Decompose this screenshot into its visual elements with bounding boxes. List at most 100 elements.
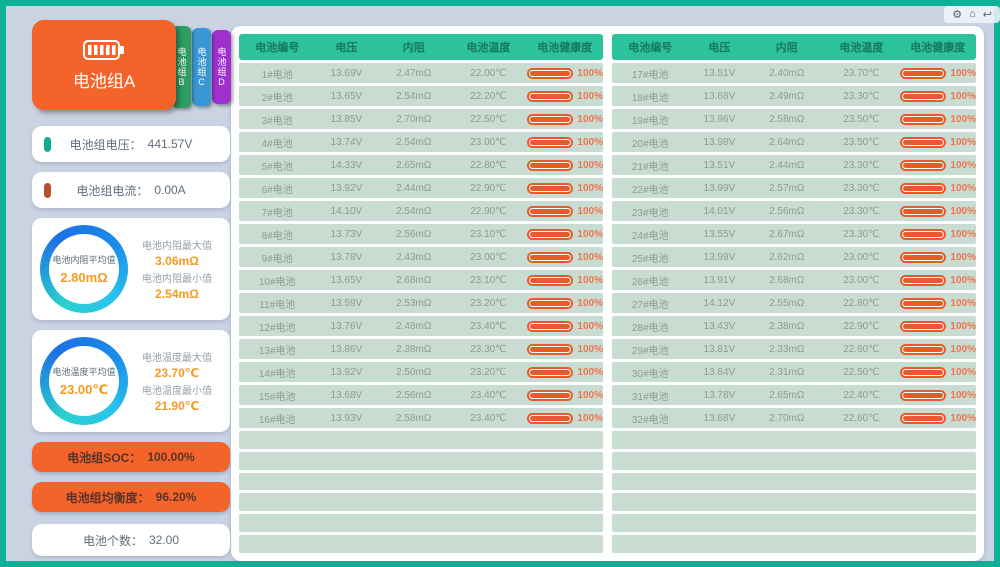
- table-row: 23#电池 14.01V 2.56mΩ 23.30℃ 100%: [612, 201, 976, 221]
- table-cell: 13.74V: [330, 136, 363, 148]
- table-cell: 14.33V: [330, 159, 363, 171]
- table-cell: 12#电池: [258, 322, 296, 334]
- health-cell: 100%: [526, 67, 603, 79]
- table-cell: 2.68mΩ: [396, 274, 432, 286]
- tab-battery-group-b[interactable]: 电池组B: [172, 26, 191, 108]
- table-cell: 2.70mΩ: [769, 412, 805, 424]
- health-bar-icon: [526, 182, 574, 194]
- table-cell: 13.68V: [703, 90, 736, 102]
- table-cell: 2.68mΩ: [769, 274, 805, 286]
- table-cell: 2.40mΩ: [769, 67, 805, 79]
- table-body: 17#电池 13.51V 2.40mΩ 23.70℃ 100% 18#电池 13.68V 2.…: [612, 60, 976, 553]
- health-bar-icon: [526, 389, 574, 401]
- table-cell: 2.55mΩ: [769, 297, 805, 309]
- table-cell: 13.65V: [330, 90, 363, 102]
- resistance-gauge: 电池内阻平均值 2.80mΩ: [40, 225, 128, 313]
- health-bar-icon: [899, 412, 947, 424]
- health-percent: 100%: [950, 228, 976, 240]
- table-cell: 13.78V: [703, 389, 736, 401]
- health-percent: 100%: [950, 366, 976, 378]
- table-cell: 14.10V: [330, 205, 363, 217]
- main-area: 电池编号 电压 内阻 电池温度 电池健康度 1#电池 13.69V 2.47mΩ 22.00℃…: [218, 6, 994, 561]
- health-cell: 100%: [526, 389, 603, 401]
- table-cell: 22.00℃: [470, 67, 507, 79]
- table-row: 18#电池 13.68V 2.49mΩ 23.30℃ 100%: [612, 86, 976, 106]
- pack-voltage-label: 电池组电压：: [69, 137, 142, 152]
- table-cell: 16#电池: [258, 414, 296, 426]
- soc-value: 100.00%: [147, 450, 195, 464]
- table-cell: 23.30℃: [470, 343, 507, 355]
- health-cell: 100%: [899, 412, 976, 424]
- table-cell: 2.65mΩ: [769, 389, 805, 401]
- table-row: 10#电池 13.65V 2.68mΩ 23.10℃ 100%: [239, 270, 603, 290]
- table-cell: 18#电池: [631, 92, 669, 104]
- table-cell: 23.00℃: [470, 136, 507, 148]
- empty-row: [612, 493, 976, 512]
- health-cell: 100%: [526, 182, 603, 194]
- health-percent: 100%: [577, 274, 603, 286]
- health-percent: 100%: [577, 159, 603, 171]
- table-row: 12#电池 13.76V 2.48mΩ 23.40℃ 100%: [239, 316, 603, 336]
- table-cell: 11#电池: [259, 299, 296, 311]
- health-bar-icon: [526, 113, 574, 125]
- table-cell: 23.20℃: [470, 297, 507, 309]
- table-cell: 13.86V: [330, 343, 363, 355]
- gauge-ring-icon: [40, 337, 128, 425]
- health-percent: 100%: [950, 113, 976, 125]
- table-row: 30#电池 13.84V 2.31mΩ 22.50℃ 100%: [612, 362, 976, 382]
- health-percent: 100%: [950, 182, 976, 194]
- health-percent: 100%: [577, 67, 603, 79]
- health-cell: 100%: [899, 182, 976, 194]
- health-bar-icon: [899, 366, 947, 378]
- table-cell: 22.20℃: [470, 90, 507, 102]
- health-percent: 100%: [577, 251, 603, 263]
- column-header: 电池编号: [628, 42, 673, 54]
- table-row: 14#电池 13.92V 2.50mΩ 23.20℃ 100%: [239, 362, 603, 382]
- table-cell: 22.60℃: [843, 412, 880, 424]
- health-percent: 100%: [577, 366, 603, 378]
- table-cell: 2.62mΩ: [769, 251, 805, 263]
- table-cell: 14.12V: [703, 297, 736, 309]
- table-row: 17#电池 13.51V 2.40mΩ 23.70℃ 100%: [612, 63, 976, 83]
- home-icon[interactable]: ⌂: [969, 8, 976, 20]
- balance-value: 96.20%: [155, 490, 197, 504]
- table-cell: 13.84V: [703, 366, 736, 378]
- table-cell: 1#电池: [261, 69, 293, 81]
- table-cell: 24#电池: [631, 230, 669, 242]
- table-row: 9#电池 13.78V 2.43mΩ 23.00℃ 100%: [239, 247, 603, 267]
- table-cell: 13.68V: [330, 389, 363, 401]
- battery-table-right: 电池编号 电压 内阻 电池温度 电池健康度 17#电池 13.51V 2.40mΩ 23.70…: [612, 34, 976, 553]
- table-cell: 17#电池: [631, 69, 669, 81]
- health-bar-icon: [526, 67, 574, 79]
- health-percent: 100%: [950, 67, 976, 79]
- gear-icon[interactable]: ⚙: [952, 9, 963, 21]
- table-cell: 2.58mΩ: [396, 412, 432, 424]
- table-cell: 19#电池: [631, 115, 669, 127]
- undo-icon[interactable]: ↩: [982, 9, 992, 21]
- empty-row: [239, 535, 603, 553]
- table-cell: 13.76V: [330, 320, 363, 332]
- table-cell: 13.73V: [330, 228, 363, 240]
- table-cell: 31#电池: [631, 391, 669, 403]
- health-bar-icon: [899, 297, 947, 309]
- table-row: 31#电池 13.78V 2.65mΩ 22.40℃ 100%: [612, 385, 976, 405]
- health-bar-icon: [899, 274, 947, 286]
- health-cell: 100%: [526, 412, 603, 424]
- tab-battery-group-a[interactable]: 电池组A: [32, 20, 176, 110]
- table-cell: 7#电池: [261, 207, 293, 219]
- health-cell: 100%: [899, 228, 976, 240]
- table-cell: 23.00℃: [470, 251, 507, 263]
- table-cell: 2.64mΩ: [769, 136, 805, 148]
- empty-row: [612, 514, 976, 533]
- resistance-avg-value: 2.80mΩ: [60, 270, 108, 285]
- table-cell: 2.31mΩ: [769, 366, 805, 378]
- table-row: 22#电池 13.99V 2.57mΩ 23.30℃ 100%: [612, 178, 976, 198]
- tab-battery-group-c[interactable]: 电池组C: [192, 28, 211, 106]
- table-cell: 13#电池: [258, 345, 296, 357]
- health-bar-icon: [526, 159, 574, 171]
- table-cell: 13.55V: [703, 228, 736, 240]
- column-header: 电池健康度: [910, 42, 966, 54]
- tab-battery-group-d[interactable]: 电池组D: [212, 30, 231, 104]
- table-row: 19#电池 13.96V 2.58mΩ 23.50℃ 100%: [612, 109, 976, 129]
- table-cell: 13.96V: [703, 113, 736, 125]
